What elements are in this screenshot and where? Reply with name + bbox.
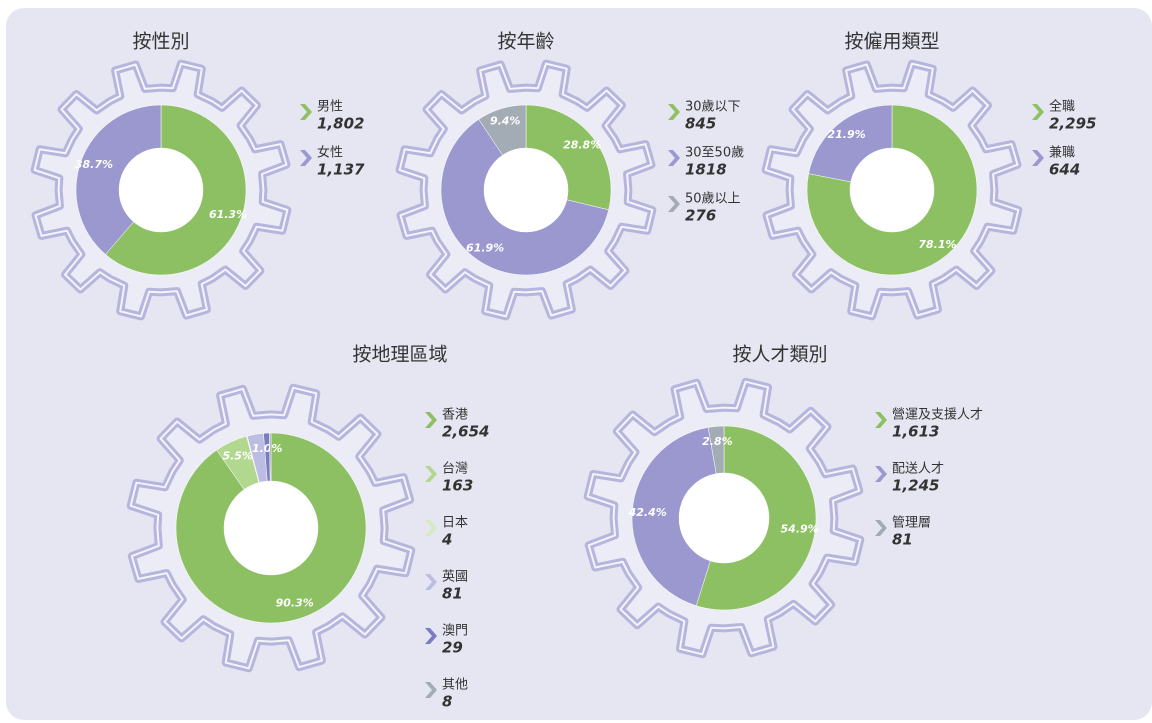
percent-label: 90.3% bbox=[276, 596, 314, 609]
legend-name: 管理層 bbox=[892, 516, 931, 531]
legend-name: 其他 bbox=[442, 678, 468, 693]
percent-label: 28.8% bbox=[563, 139, 601, 152]
legend-value: 644 bbox=[1049, 161, 1080, 179]
legend-name: 台灣 bbox=[442, 462, 468, 477]
legend-value: 1,245 bbox=[892, 477, 939, 495]
percent-label: 61.9% bbox=[466, 242, 504, 255]
legend-name: 英國 bbox=[442, 570, 468, 585]
percent-label: 61.3% bbox=[209, 208, 247, 221]
legend-name: 30歲以下 bbox=[685, 100, 741, 115]
percent-label: 38.7% bbox=[75, 158, 113, 171]
legend-name: 50歲以上 bbox=[685, 192, 741, 207]
legend-value: 276 bbox=[685, 207, 716, 225]
chart-title: 按僱用類型 bbox=[844, 31, 939, 53]
percent-label: 42.4% bbox=[628, 506, 667, 519]
legend-value: 845 bbox=[685, 115, 716, 133]
chart-title: 按人才類別 bbox=[732, 344, 827, 366]
legend-value: 1,802 bbox=[317, 115, 364, 133]
legend-value: 1,137 bbox=[317, 161, 365, 179]
legend-name: 營運及支援人才 bbox=[892, 408, 983, 423]
percent-label: 2.8% bbox=[702, 435, 733, 448]
legend-value: 81 bbox=[442, 585, 463, 603]
chart-title: 按性別 bbox=[132, 31, 189, 53]
percent-label: 54.9% bbox=[781, 523, 819, 536]
percent-label: 5.5% bbox=[222, 449, 253, 462]
legend-value: 2,654 bbox=[442, 423, 489, 441]
legend-name: 30至50歲 bbox=[685, 146, 744, 161]
donut-hole bbox=[224, 481, 318, 575]
legend-value: 4 bbox=[441, 531, 452, 549]
chart-title: 按地理區域 bbox=[352, 344, 447, 366]
infographic: 按性別 61.3% 男性1,802 38.7% 女性1,137 按年齡 28.8% 30歲以下… bbox=[0, 0, 1152, 723]
percent-label: 78.1% bbox=[918, 238, 956, 251]
legend-value: 1,613 bbox=[892, 423, 939, 441]
donut-hole bbox=[119, 148, 203, 232]
chart-title: 按年齡 bbox=[497, 31, 554, 53]
percent-label: 21.9% bbox=[827, 128, 865, 141]
legend-name: 澳門 bbox=[442, 623, 468, 639]
legend-name: 男性 bbox=[317, 100, 343, 115]
legend-name: 女性 bbox=[317, 145, 343, 161]
legend-value: 1818 bbox=[685, 161, 727, 179]
donut-hole bbox=[679, 473, 769, 563]
legend-value: 8 bbox=[442, 693, 452, 711]
legend-value: 163 bbox=[442, 477, 473, 495]
legend-name: 配送人才 bbox=[892, 462, 944, 477]
percent-label: 1.0% bbox=[252, 442, 283, 455]
legend-name: 全職 bbox=[1049, 99, 1075, 115]
legend-value: 29 bbox=[442, 639, 463, 657]
donut-hole bbox=[850, 148, 934, 232]
legend-name: 香港 bbox=[442, 408, 468, 423]
legend-name: 日本 bbox=[442, 516, 468, 531]
legend-value: 81 bbox=[892, 531, 913, 549]
legend-name: 兼職 bbox=[1049, 146, 1075, 161]
percent-label: 9.4% bbox=[490, 115, 521, 128]
donut-hole bbox=[484, 148, 568, 232]
legend-value: 2,295 bbox=[1049, 115, 1096, 133]
